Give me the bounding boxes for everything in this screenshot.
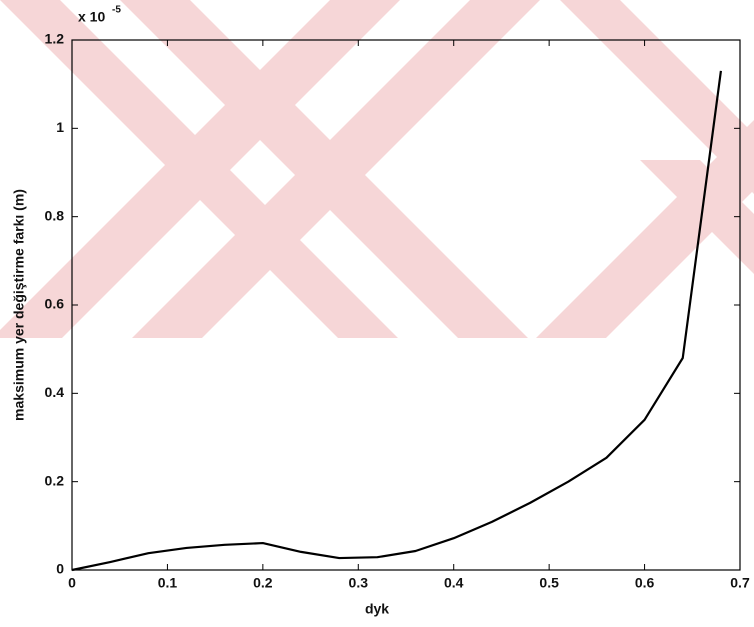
watermark <box>0 0 754 338</box>
y-tick-label: 1.2 <box>45 31 65 47</box>
x-tick-label: 0.2 <box>253 575 273 591</box>
x-tick-label: 0.7 <box>730 575 750 591</box>
y-tick-label: 1 <box>56 119 64 135</box>
y-tick-label: 0.6 <box>45 296 65 312</box>
data-line <box>71 70 723 572</box>
x-tick-label: 0.5 <box>539 575 559 591</box>
x-tick-label: 0.4 <box>444 575 464 591</box>
y-tick-label: 0 <box>56 561 64 577</box>
y-multiplier-exponent: -5 <box>112 5 121 16</box>
y-tick-label: 0.8 <box>45 207 65 223</box>
x-tick-label: 0 <box>68 575 76 591</box>
watermark-band <box>640 160 754 274</box>
x-axis-label: dyk <box>365 601 389 617</box>
watermark-band <box>0 0 400 338</box>
y-tick-label: 0.2 <box>45 472 65 488</box>
x-tick-label: 0.6 <box>635 575 655 591</box>
watermark-band <box>560 0 754 194</box>
y-multiplier-base: x 10 <box>78 9 105 25</box>
y-tick-label: 0.4 <box>45 384 65 400</box>
x-tick-label: 0.3 <box>349 575 369 591</box>
y-axis-label: maksimum yer değiştirme farkı (m) <box>11 189 27 421</box>
x-tick-label: 0.1 <box>158 575 178 591</box>
watermark-band <box>132 0 540 338</box>
watermark-band <box>120 0 528 338</box>
watermark-band <box>536 120 754 338</box>
watermark-band <box>0 0 398 338</box>
